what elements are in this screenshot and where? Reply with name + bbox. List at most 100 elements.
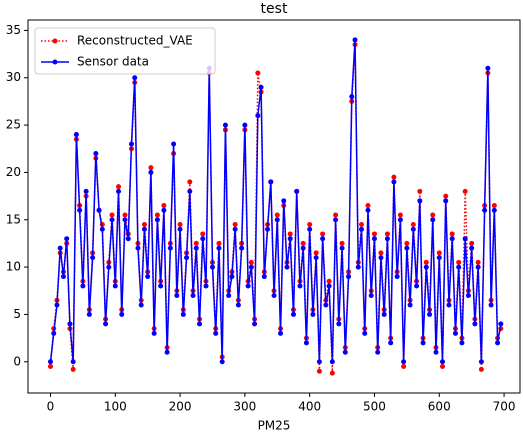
data-point	[449, 231, 455, 237]
data-point	[128, 141, 134, 147]
data-point	[446, 302, 452, 308]
data-point	[440, 363, 446, 369]
data-point	[449, 236, 455, 242]
data-point	[371, 236, 377, 242]
data-point	[469, 240, 475, 246]
data-point	[352, 37, 358, 43]
data-point	[491, 203, 497, 209]
data-point	[190, 292, 196, 298]
data-point	[316, 368, 322, 374]
data-point	[320, 236, 326, 242]
data-point	[222, 122, 228, 128]
legend-box	[34, 27, 216, 75]
data-point	[209, 264, 215, 270]
data-point	[93, 150, 99, 156]
data-point	[417, 198, 423, 204]
data-point	[64, 236, 70, 242]
data-point	[232, 226, 238, 232]
data-point	[232, 221, 238, 227]
y-tick-label: 25	[6, 118, 21, 132]
data-point	[300, 240, 306, 246]
data-point	[456, 259, 462, 265]
data-point	[462, 188, 468, 194]
data-point	[359, 226, 365, 232]
data-point	[242, 122, 248, 128]
data-point	[268, 179, 274, 185]
y-tick-label: 35	[6, 23, 21, 37]
data-point	[482, 207, 488, 213]
data-point	[326, 278, 332, 284]
data-point	[167, 245, 173, 251]
data-point	[197, 321, 203, 327]
data-point	[77, 207, 83, 213]
data-point	[70, 359, 76, 365]
data-point	[313, 255, 319, 261]
data-point	[200, 236, 206, 242]
y-tick-label: 20	[6, 165, 21, 179]
data-point	[303, 340, 309, 346]
data-point	[67, 321, 73, 327]
data-point	[359, 221, 365, 227]
data-point	[148, 169, 154, 175]
data-point	[284, 264, 290, 270]
x-tick-label: 500	[363, 400, 386, 414]
data-point	[278, 330, 284, 336]
data-point	[83, 188, 89, 194]
y-tick-label: 10	[6, 260, 21, 274]
y-tick-label: 5	[13, 307, 21, 321]
y-tick-label: 15	[6, 212, 21, 226]
data-point	[261, 274, 267, 280]
data-point	[478, 359, 484, 365]
data-point	[187, 188, 193, 194]
data-point	[258, 84, 264, 90]
legend-marker	[52, 59, 58, 65]
data-point	[368, 292, 374, 298]
data-point	[378, 250, 384, 256]
data-point	[255, 113, 261, 119]
data-point	[410, 226, 416, 232]
data-point	[491, 207, 497, 213]
data-point	[475, 259, 481, 265]
data-point	[488, 302, 494, 308]
data-point	[320, 231, 326, 237]
data-point	[323, 302, 329, 308]
data-point	[200, 231, 206, 237]
data-point	[245, 283, 251, 289]
data-point	[141, 221, 147, 227]
data-point	[355, 264, 361, 270]
data-point	[174, 292, 180, 298]
plot-frame	[27, 19, 521, 394]
legend: Reconstructed_VAE Sensor data	[34, 27, 216, 75]
data-point	[397, 217, 403, 223]
data-point	[423, 264, 429, 270]
data-point	[388, 340, 394, 346]
data-point	[60, 274, 66, 280]
data-point	[193, 245, 199, 251]
data-point	[151, 330, 157, 336]
data-point	[287, 236, 293, 242]
data-point	[423, 259, 429, 265]
data-point	[271, 292, 277, 298]
series-line	[49, 39, 502, 362]
y-tick-label: 0	[13, 354, 21, 368]
x-tick-label: 400	[298, 400, 321, 414]
data-point	[456, 264, 462, 270]
legend-marker	[52, 38, 58, 44]
data-point	[310, 311, 316, 317]
data-point	[141, 226, 147, 232]
data-point	[265, 226, 271, 232]
data-point	[401, 359, 407, 365]
data-point	[57, 245, 63, 251]
data-point	[248, 259, 254, 265]
x-axis-label: PM25	[258, 419, 291, 433]
data-point	[47, 359, 53, 365]
data-point	[248, 264, 254, 270]
data-point	[485, 65, 491, 71]
data-point	[294, 188, 300, 194]
data-point	[109, 212, 115, 218]
data-point	[73, 132, 79, 138]
data-point	[106, 264, 112, 270]
data-point	[430, 212, 436, 218]
data-point	[410, 221, 416, 227]
